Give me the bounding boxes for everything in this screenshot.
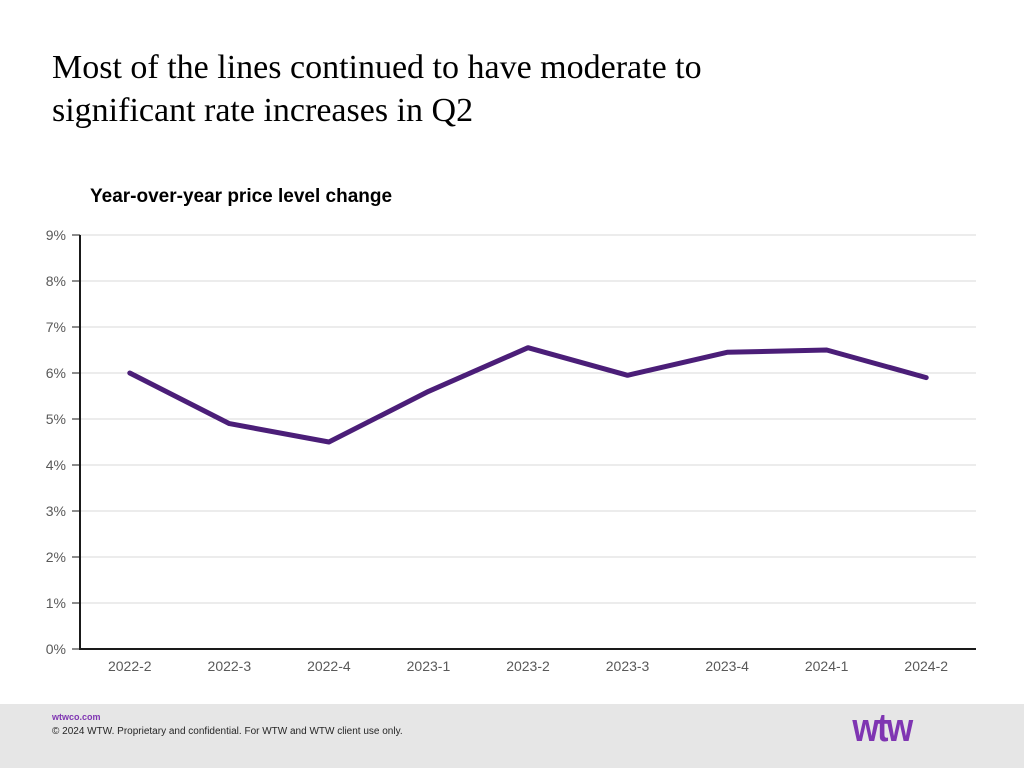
footer-website: wtwco.com [52, 712, 101, 722]
y-tick-label: 9% [46, 227, 66, 243]
y-tick-label: 6% [46, 365, 66, 381]
x-tick-label: 2023-2 [506, 658, 550, 674]
y-axis-ticks [72, 234, 80, 650]
footer: wtwco.com © 2024 WTW. Proprietary and co… [0, 704, 1024, 768]
chart-title: Year-over-year price level change [90, 186, 393, 207]
x-tick-label: 2022-3 [208, 658, 252, 674]
x-tick-label: 2023-4 [705, 658, 749, 674]
x-tick-label: 2024-1 [805, 658, 849, 674]
footer-copyright: © 2024 WTW. Proprietary and confidential… [52, 726, 403, 737]
slide-title: Most of the lines continued to have mode… [52, 49, 702, 130]
x-tick-label: 2024-2 [904, 658, 948, 674]
y-tick-label: 7% [46, 319, 66, 335]
x-tick-label: 2023-1 [407, 658, 451, 674]
y-tick-label: 5% [46, 411, 66, 427]
axes [79, 235, 976, 650]
price-level-line [127, 345, 929, 445]
y-axis-labels: 0% 1% 2% 3% 4% 5% 6% 7% 8% 9% [46, 227, 66, 657]
y-tick-label: 1% [46, 595, 66, 611]
x-tick-label: 2022-2 [108, 658, 152, 674]
gridlines [80, 234, 976, 604]
y-tick-label: 4% [46, 457, 66, 473]
x-tick-label: 2023-3 [606, 658, 650, 674]
y-tick-label: 0% [46, 641, 66, 657]
y-tick-label: 8% [46, 273, 66, 289]
y-tick-label: 3% [46, 503, 66, 519]
x-axis-labels: 2022-2 2022-3 2022-4 2023-1 2023-2 2023-3 2023… [108, 658, 948, 674]
y-tick-label: 2% [46, 549, 66, 565]
x-tick-label: 2022-4 [307, 658, 351, 674]
wtw-logo: wtw [852, 706, 914, 750]
